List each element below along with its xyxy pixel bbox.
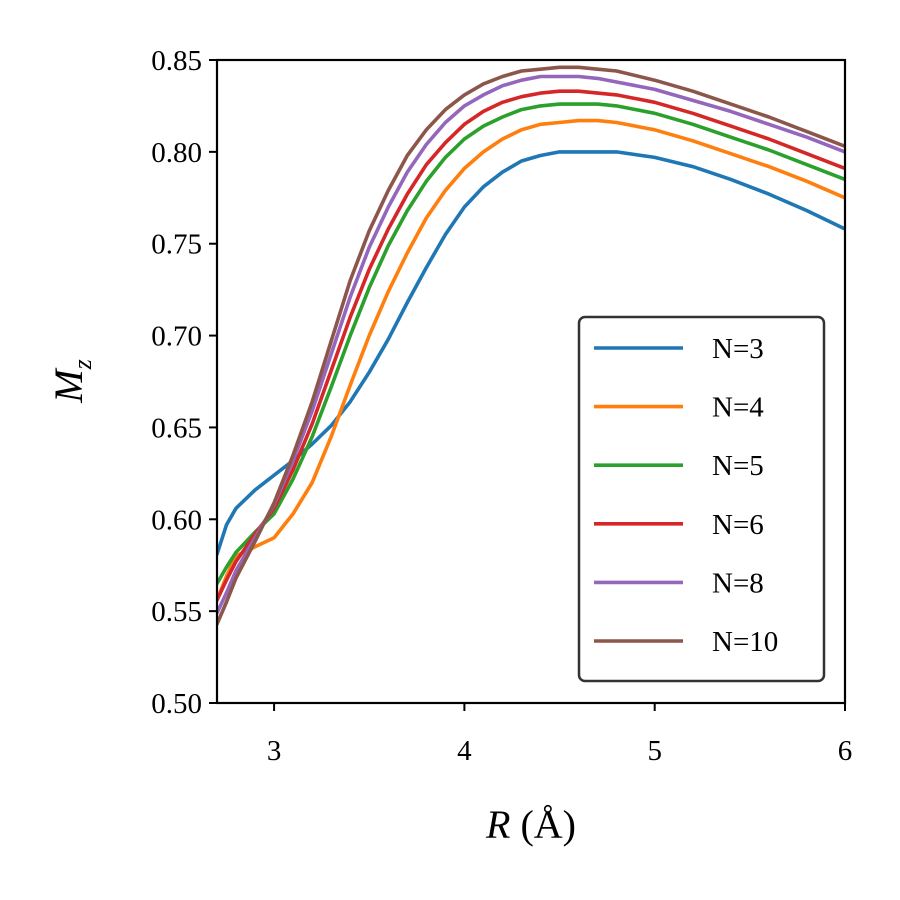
x-axis: 3 4 5 6 <box>267 703 852 767</box>
x-axis-label: R (Å) <box>485 802 576 847</box>
y-tick-label: 0.85 <box>151 45 202 77</box>
y-tick-label: 0.55 <box>151 596 202 628</box>
legend-label: N=6 <box>712 509 764 541</box>
x-tick-label: 5 <box>647 735 662 767</box>
legend-box <box>577 315 826 683</box>
x-tick-label: 4 <box>457 735 472 767</box>
y-axis: 0.50 0.55 0.60 0.65 0.70 0.75 0.80 0.85 <box>151 45 217 720</box>
series-line-n4 <box>217 118 845 602</box>
y-tick-label: 0.70 <box>151 321 202 353</box>
series-line-n5 <box>217 102 845 586</box>
legend-label: N=10 <box>712 626 778 658</box>
y-axis-label: Mz <box>46 359 97 403</box>
y-tick-label: 0.50 <box>151 688 202 720</box>
legend-label: N=5 <box>712 450 764 482</box>
legend-label: N=3 <box>712 333 764 365</box>
x-tick-label: 6 <box>838 735 853 767</box>
y-tick-label: 0.60 <box>151 504 202 536</box>
legend-label: N=4 <box>712 392 764 424</box>
x-tick-label: 3 <box>267 735 282 767</box>
plot-frame <box>215 58 847 705</box>
plot-lines <box>217 65 845 626</box>
series-line-n3 <box>217 150 845 557</box>
y-tick-label: 0.65 <box>151 412 202 444</box>
y-tick-label: 0.75 <box>151 229 202 261</box>
legend: N=3 N=4 N=5 N=6 N=8 N=10 <box>577 315 826 683</box>
y-tick-label: 0.80 <box>151 137 202 169</box>
series-line-n6 <box>217 89 845 602</box>
series-line-n10 <box>217 65 845 626</box>
legend-label: N=8 <box>712 567 764 599</box>
